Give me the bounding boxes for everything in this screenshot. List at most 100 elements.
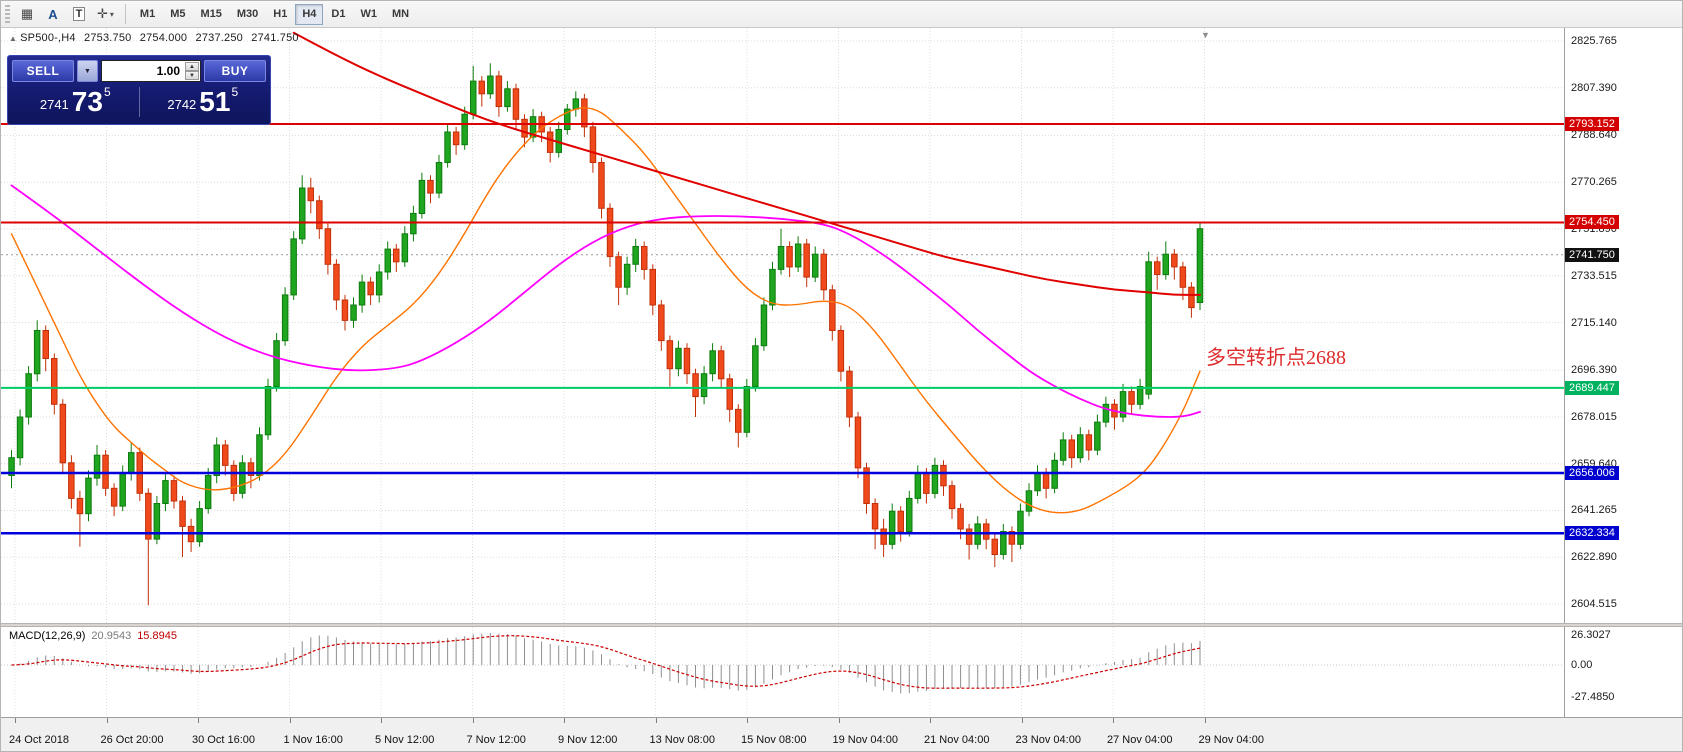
time-axis-label: 24 Oct 2018 bbox=[9, 734, 69, 746]
time-axis-label: 19 Nov 04:00 bbox=[832, 734, 898, 746]
panel-splitter[interactable] bbox=[1, 623, 1682, 627]
volume-value: 1.00 bbox=[156, 64, 180, 78]
text-annotation-icon[interactable]: A bbox=[41, 3, 65, 25]
time-axis[interactable]: 24 Oct 2018 26 Oct 20:00 30 Oct 16:00 1 Nov… bbox=[1, 717, 1682, 751]
price-axis-label: 2678.015 bbox=[1571, 411, 1617, 423]
time-axis-label: 23 Nov 04:00 bbox=[1015, 734, 1081, 746]
timeframe-button-d1[interactable]: D1 bbox=[324, 4, 352, 25]
bid-price[interactable]: 2741 73 5 bbox=[12, 85, 139, 119]
time-axis-tick bbox=[930, 718, 931, 723]
one-click-trading-panel: SELL ▼ 1.00 ▲ ▼ BUY 2741 73 5 2742 51 5 bbox=[7, 55, 271, 125]
price-tag: 2793.152 bbox=[1565, 117, 1619, 131]
time-axis-label: 29 Nov 04:00 bbox=[1198, 734, 1264, 746]
symbol-marker-icon: ▲ bbox=[9, 34, 18, 43]
chart-annotation: 多空转折点2688 bbox=[1206, 347, 1346, 369]
price-axis-label: 2696.390 bbox=[1571, 364, 1617, 376]
timeframe-button-m1[interactable]: M1 bbox=[133, 4, 162, 25]
bid-big-digits: 73 bbox=[71, 86, 103, 117]
price-axis-label: 2770.265 bbox=[1571, 176, 1617, 188]
timeframe-button-m5[interactable]: M5 bbox=[163, 4, 192, 25]
macd-axis-label: -27.4850 bbox=[1571, 691, 1615, 703]
letter-a-glyph: A bbox=[48, 6, 58, 22]
crosshair-tool-icon[interactable]: ✛ ▾ bbox=[93, 3, 118, 25]
ohlc-high: 2754.000 bbox=[139, 32, 188, 44]
time-axis-label: 15 Nov 08:00 bbox=[741, 734, 807, 746]
ask-sup-digit: 5 bbox=[231, 85, 239, 99]
timeframe-button-mn[interactable]: MN bbox=[385, 4, 416, 25]
time-axis-tick bbox=[15, 718, 16, 723]
tile-windows-icon[interactable]: ▦ bbox=[15, 3, 39, 25]
time-axis-tick bbox=[564, 718, 565, 723]
time-axis-tick bbox=[1204, 718, 1206, 723]
macd-signal-line bbox=[11, 635, 1201, 689]
timeframe-button-m15[interactable]: M15 bbox=[193, 4, 228, 25]
time-axis-label: 26 Oct 20:00 bbox=[100, 734, 164, 746]
timeframe-button-h4[interactable]: H4 bbox=[295, 3, 324, 25]
price-axis-label: 2825.765 bbox=[1571, 35, 1617, 47]
timeframe-button-m30[interactable]: M30 bbox=[230, 4, 265, 25]
time-axis-tick bbox=[472, 718, 474, 723]
time-axis-tick bbox=[1021, 718, 1023, 723]
price-axis-label: 2715.140 bbox=[1571, 317, 1617, 329]
macd-histogram bbox=[19, 632, 1201, 694]
ask-price[interactable]: 2742 51 5 bbox=[140, 85, 267, 119]
price-axis-label: 2733.515 bbox=[1571, 270, 1617, 282]
candles bbox=[8, 63, 1204, 606]
text-label-icon[interactable]: T bbox=[67, 3, 91, 25]
time-axis-label: 27 Nov 04:00 bbox=[1107, 734, 1173, 746]
price-axis[interactable]: 2825.765 2807.390 2788.640 2770.265 2751.890… bbox=[1564, 28, 1682, 717]
timeframe-button-w1[interactable]: W1 bbox=[353, 4, 384, 25]
chevron-down-icon: ▾ bbox=[109, 9, 114, 19]
ask-prefix: 2742 bbox=[167, 97, 197, 112]
chevron-down-icon: ▼ bbox=[84, 67, 91, 75]
price-axis-label: 2788.640 bbox=[1571, 129, 1617, 141]
price-axis-label: 2641.265 bbox=[1571, 504, 1617, 516]
price-divider bbox=[138, 87, 140, 117]
time-axis-label: 21 Nov 04:00 bbox=[924, 734, 990, 746]
ma-slow-line bbox=[292, 31, 1201, 296]
macd-canvas[interactable] bbox=[1, 627, 1564, 717]
timeframe-button-h1[interactable]: H1 bbox=[266, 4, 294, 25]
ohlc-low: 2737.250 bbox=[195, 32, 243, 44]
price-axis-label: 2807.390 bbox=[1571, 82, 1617, 94]
letter-t-glyph: T bbox=[72, 7, 86, 21]
ohlc-open: 2753.750 bbox=[84, 32, 132, 44]
volume-input[interactable]: 1.00 ▲ ▼ bbox=[100, 60, 201, 82]
time-axis-tick bbox=[747, 718, 748, 723]
chart-shift-marker-icon[interactable]: ▼ bbox=[1201, 30, 1210, 40]
macd-axis-label: 0.00 bbox=[1571, 659, 1593, 671]
volume-stepper: ▲ ▼ bbox=[185, 62, 199, 80]
stepper-down-button[interactable]: ▼ bbox=[185, 71, 199, 80]
toolbar: ▦ A T ✛ ▾ M1 M5 M15 M30 H1 H4 D1 W1 MN bbox=[1, 1, 1682, 28]
toolbar-grip[interactable] bbox=[5, 5, 10, 23]
time-axis-label: 9 Nov 12:00 bbox=[558, 734, 618, 746]
price-chart-canvas[interactable] bbox=[1, 28, 1564, 623]
bid-prefix: 2741 bbox=[39, 97, 69, 112]
macd-signal-value: 15.8945 bbox=[137, 630, 177, 642]
time-axis-tick bbox=[289, 718, 291, 723]
buy-button[interactable]: BUY bbox=[204, 60, 266, 82]
crosshair-glyph: ✛ bbox=[97, 6, 108, 21]
ma-fast-line bbox=[10, 107, 1201, 514]
macd-indicator-label: MACD(12,26,9) 20.9543 15.8945 bbox=[9, 630, 177, 642]
ask-big-digits: 51 bbox=[199, 86, 231, 117]
stepper-up-button[interactable]: ▲ bbox=[185, 62, 199, 71]
time-axis-label: 7 Nov 12:00 bbox=[466, 734, 526, 746]
time-axis-label: 30 Oct 16:00 bbox=[192, 734, 255, 746]
bid-sup-digit: 5 bbox=[103, 85, 111, 99]
price-tag: 2741.750 bbox=[1565, 248, 1619, 262]
symbol-info: ▲ SP500-,H4 2753.750 2754.000 2737.250 27… bbox=[9, 32, 304, 44]
toolbar-separator bbox=[124, 4, 126, 24]
ohlc-close: 2741.750 bbox=[251, 32, 299, 44]
time-axis-label: 13 Nov 08:00 bbox=[649, 734, 715, 746]
price-axis-label: 2622.890 bbox=[1571, 551, 1617, 563]
price-tag: 2689.447 bbox=[1565, 381, 1619, 395]
sell-button[interactable]: SELL bbox=[12, 60, 74, 82]
time-axis-tick bbox=[381, 718, 382, 723]
grid bbox=[1, 28, 1564, 623]
volume-dropdown-button[interactable]: ▼ bbox=[77, 60, 98, 82]
macd-title: MACD(12,26,9) bbox=[9, 630, 86, 642]
timeframe-group: M1 M5 M15 M30 H1 H4 D1 W1 MN bbox=[133, 3, 416, 25]
symbol-name: SP500-,H4 bbox=[20, 32, 76, 44]
